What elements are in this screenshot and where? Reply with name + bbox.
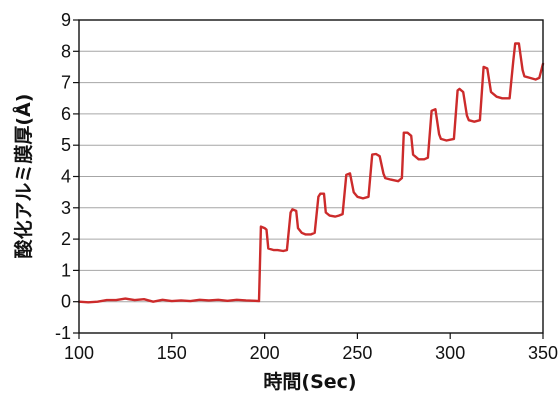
x-tick-label: 100 — [64, 343, 94, 363]
grid-layer — [79, 50, 543, 303]
y-tick-label: 4 — [61, 167, 71, 187]
y-tick-label: 9 — [61, 10, 71, 30]
y-tick-label: 6 — [61, 104, 71, 124]
x-axis-title: 時間(Sec) — [263, 371, 356, 393]
x-tick-label: 150 — [157, 343, 187, 363]
x-tick-label: 350 — [528, 343, 558, 363]
y-tick-label: -1 — [55, 323, 71, 343]
y-tick-label: 5 — [61, 135, 71, 155]
x-tick-label: 300 — [435, 343, 465, 363]
series-line — [77, 42, 545, 304]
y-tick-label: 8 — [61, 41, 71, 61]
y-tick-label: 0 — [61, 292, 71, 312]
y-tick-label: 1 — [61, 260, 71, 280]
label-layer: -1 0 1 2 3 4 5 6 7 8 9 100 150 200 250 300 350 — [55, 10, 558, 363]
x-tick-label: 200 — [250, 343, 280, 363]
plot-frame — [78, 19, 544, 334]
y-tick-label: 2 — [61, 229, 71, 249]
y-axis-title: 酸化アルミ膜厚(Å) — [11, 94, 35, 259]
series-layer — [77, 42, 545, 304]
y-tick-label: 7 — [61, 73, 71, 93]
x-tick-label: 250 — [342, 343, 372, 363]
y-tick-label: 3 — [61, 198, 71, 218]
axis-layer — [73, 19, 544, 339]
